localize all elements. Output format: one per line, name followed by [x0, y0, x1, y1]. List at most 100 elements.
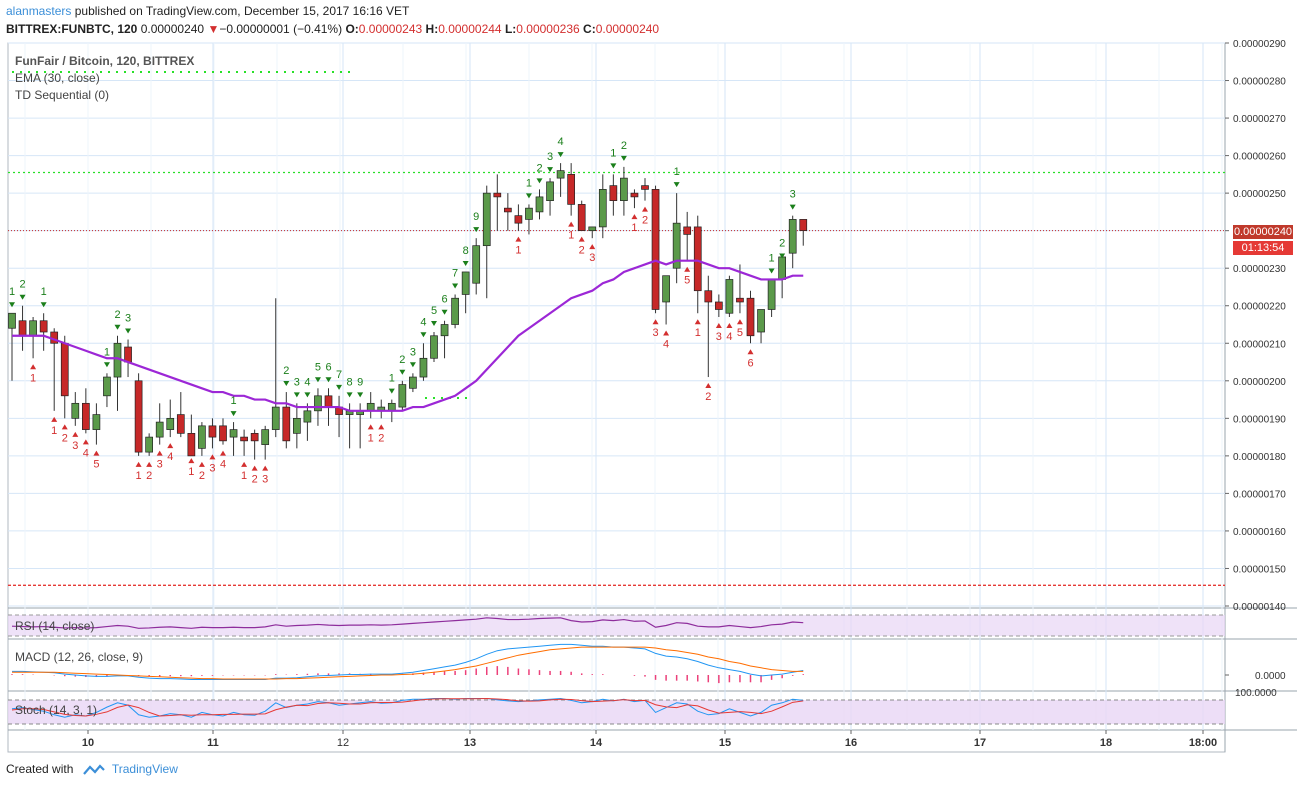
td-sell-count: 3: [125, 313, 131, 325]
td-sell-arrow-icon: [9, 302, 15, 308]
td-buy-count: 1: [368, 432, 374, 444]
close-value: 0.00000240: [595, 22, 660, 36]
candle-up: [419, 357, 428, 378]
stoch-d-line: [11, 697, 804, 717]
ema-legend[interactable]: EMA (30, close): [15, 71, 100, 85]
td-buy-arrow-icon: [251, 465, 258, 471]
time-tick-label: 10: [82, 737, 94, 749]
candle-up: [672, 222, 681, 269]
td-sell-count: 5: [431, 305, 437, 317]
td-sell-count: 9: [357, 376, 363, 388]
td-buy-count: 1: [515, 245, 521, 257]
td-sell-arrow-icon: [536, 178, 543, 184]
price-tick-label: 0.00000220: [1233, 302, 1286, 313]
td-buy-arrow-icon: [30, 364, 37, 370]
td-buy-count: 2: [199, 470, 205, 482]
open-label: O:: [345, 22, 359, 36]
candle-up: [757, 309, 765, 333]
candle-up: [620, 177, 628, 201]
candle-up: [303, 410, 312, 423]
td-buy-count: 4: [83, 447, 89, 459]
candle-up: [725, 279, 734, 314]
candle-up: [145, 436, 153, 453]
candle-up: [788, 219, 797, 254]
td-buy-arrow-icon: [631, 214, 638, 220]
td-sell-arrow-icon: [103, 362, 110, 368]
td-sell-count: 6: [325, 361, 331, 373]
candle-down: [651, 189, 660, 310]
candle-down: [746, 297, 755, 337]
td-sell-arrow-icon: [420, 332, 427, 338]
td-buy-arrow-icon: [663, 330, 670, 336]
candle-up: [409, 376, 417, 389]
candle-up: [535, 196, 544, 213]
rsi-line: [11, 617, 804, 629]
time-tick-label: 14: [590, 737, 603, 749]
price-tick-label: 0.00000140: [1233, 602, 1286, 613]
td-buy-arrow-icon: [61, 424, 68, 430]
author-link[interactable]: alanmasters: [6, 4, 72, 18]
candle-up: [662, 275, 670, 303]
last-price-tag: 0.00000240: [1233, 225, 1293, 239]
candle-down: [609, 185, 618, 201]
td-sell-arrow-icon: [40, 302, 47, 308]
td-buy-arrow-icon: [736, 319, 743, 325]
candle-down: [81, 402, 90, 430]
td-sell-arrow-icon: [304, 392, 311, 398]
candle-up: [398, 384, 407, 408]
td-sell-arrow-icon: [610, 163, 617, 169]
td-buy-arrow-icon: [367, 424, 374, 430]
rsi-legend[interactable]: RSI (14, close): [15, 619, 95, 633]
td-buy-count: 5: [684, 275, 690, 287]
candle-up: [366, 402, 375, 412]
candle-down: [60, 342, 69, 397]
td-buy-arrow-icon: [72, 431, 79, 437]
td-buy-count: 1: [188, 466, 194, 478]
candle-up: [461, 271, 470, 295]
td-buy-arrow-icon: [135, 461, 142, 467]
td-buy-arrow-icon: [167, 443, 174, 449]
stoch-band: [8, 700, 1225, 724]
candle-up: [430, 335, 438, 359]
price-tick-label: 0.00000170: [1233, 489, 1286, 500]
stoch-legend[interactable]: Stoch (14, 3, 1): [15, 703, 98, 717]
price-change: −0.00000001 (−0.41%): [219, 22, 343, 36]
time-tick-label: 11: [207, 737, 219, 749]
candle-up: [155, 421, 164, 438]
td-sell-arrow-icon: [283, 381, 290, 387]
td-sell-count: 1: [389, 373, 395, 385]
candle-up: [271, 406, 280, 430]
candle-down: [493, 192, 502, 198]
td-buy-count: 3: [716, 331, 722, 343]
candle-down: [124, 346, 132, 363]
td-sell-count: 3: [547, 151, 553, 163]
bar-countdown: 01:13:54: [1233, 241, 1293, 255]
candle-up: [103, 376, 111, 397]
tradingview-brand-link[interactable]: TradingView: [111, 762, 178, 776]
candle-up: [556, 170, 565, 179]
candle-up: [778, 256, 787, 280]
td-sell-arrow-icon: [409, 362, 416, 368]
candle-down: [39, 320, 48, 333]
candle-down: [630, 192, 639, 198]
td-sell-arrow-icon: [547, 167, 554, 173]
macd-legend[interactable]: MACD (12, 26, close, 9): [15, 650, 144, 664]
td-buy-arrow-icon: [747, 349, 754, 355]
candle-down: [704, 290, 713, 303]
td-sell-count: 2: [399, 354, 405, 366]
td-sell-arrow-icon: [462, 260, 469, 266]
symbol-label: BITTREX:FUNBTC, 120: [6, 22, 138, 36]
change-arrow-icon: ▼: [207, 22, 220, 36]
time-tick-label: 12: [337, 737, 349, 749]
td-buy-count: 2: [579, 245, 585, 257]
td-sell-count: 9: [473, 211, 479, 223]
td-legend[interactable]: TD Sequential (0): [15, 88, 110, 102]
td-sell-count: 4: [420, 316, 426, 328]
td-sell-count: 3: [790, 189, 796, 201]
candle-down: [641, 185, 649, 190]
td-buy-count: 4: [663, 339, 669, 351]
td-sell-arrow-icon: [230, 411, 237, 417]
td-buy-arrow-icon: [726, 322, 733, 328]
td-buy-arrow-icon: [568, 221, 575, 227]
